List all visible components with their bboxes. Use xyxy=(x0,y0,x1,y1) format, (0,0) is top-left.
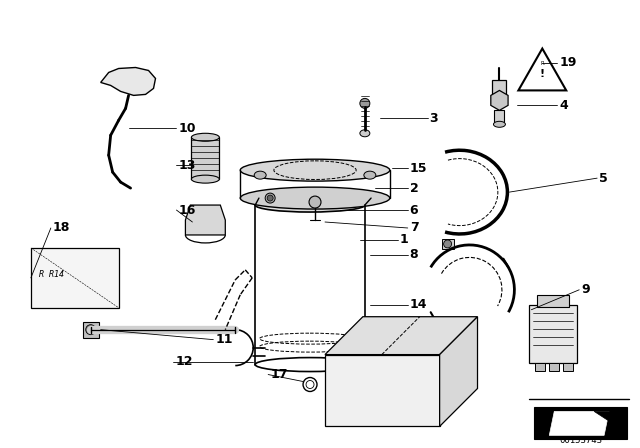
Text: 14: 14 xyxy=(410,298,428,311)
Ellipse shape xyxy=(493,121,506,127)
Bar xyxy=(442,239,454,249)
Text: 7: 7 xyxy=(410,221,419,234)
Text: 2: 2 xyxy=(410,181,419,194)
Circle shape xyxy=(111,73,120,81)
Ellipse shape xyxy=(255,198,365,212)
Text: 6: 6 xyxy=(410,203,419,216)
Bar xyxy=(529,305,577,362)
Circle shape xyxy=(309,196,321,208)
Text: 11: 11 xyxy=(215,333,233,346)
Text: R R14: R R14 xyxy=(39,270,64,280)
Bar xyxy=(535,362,545,370)
Bar xyxy=(83,322,99,338)
Text: 00153743: 00153743 xyxy=(560,436,603,445)
Circle shape xyxy=(267,195,273,201)
Ellipse shape xyxy=(254,171,266,179)
Circle shape xyxy=(444,240,452,248)
Text: 18: 18 xyxy=(53,221,70,234)
Text: R: R xyxy=(540,60,544,66)
Polygon shape xyxy=(100,68,156,95)
Text: 12: 12 xyxy=(175,355,193,368)
Bar xyxy=(495,110,504,122)
Circle shape xyxy=(360,99,370,108)
Circle shape xyxy=(136,73,145,81)
Ellipse shape xyxy=(191,134,220,141)
Bar xyxy=(492,81,506,95)
Ellipse shape xyxy=(360,130,370,137)
Text: 19: 19 xyxy=(559,56,577,69)
Bar xyxy=(563,362,573,370)
Text: 8: 8 xyxy=(410,248,419,261)
Polygon shape xyxy=(491,90,508,110)
Polygon shape xyxy=(186,205,225,235)
Text: 17: 17 xyxy=(270,368,287,381)
Ellipse shape xyxy=(191,175,220,183)
Polygon shape xyxy=(549,411,609,435)
Polygon shape xyxy=(594,411,621,424)
Ellipse shape xyxy=(364,171,376,179)
Text: 4: 4 xyxy=(559,99,568,112)
Text: 15: 15 xyxy=(410,162,428,175)
Ellipse shape xyxy=(240,159,390,181)
Text: 9: 9 xyxy=(581,283,590,296)
Text: 13: 13 xyxy=(179,159,196,172)
Text: 16: 16 xyxy=(179,203,196,216)
Polygon shape xyxy=(325,317,477,355)
Circle shape xyxy=(86,325,96,335)
Circle shape xyxy=(265,193,275,203)
Bar xyxy=(538,295,569,307)
Polygon shape xyxy=(440,317,477,426)
Text: 3: 3 xyxy=(429,112,438,125)
Text: !: ! xyxy=(540,69,545,79)
Ellipse shape xyxy=(240,187,390,209)
Bar xyxy=(31,248,118,308)
Bar xyxy=(191,137,220,179)
Bar xyxy=(549,362,559,370)
Polygon shape xyxy=(534,407,627,439)
Polygon shape xyxy=(325,355,440,426)
Text: 5: 5 xyxy=(599,172,608,185)
Text: 1: 1 xyxy=(400,233,408,246)
Text: 10: 10 xyxy=(179,122,196,135)
